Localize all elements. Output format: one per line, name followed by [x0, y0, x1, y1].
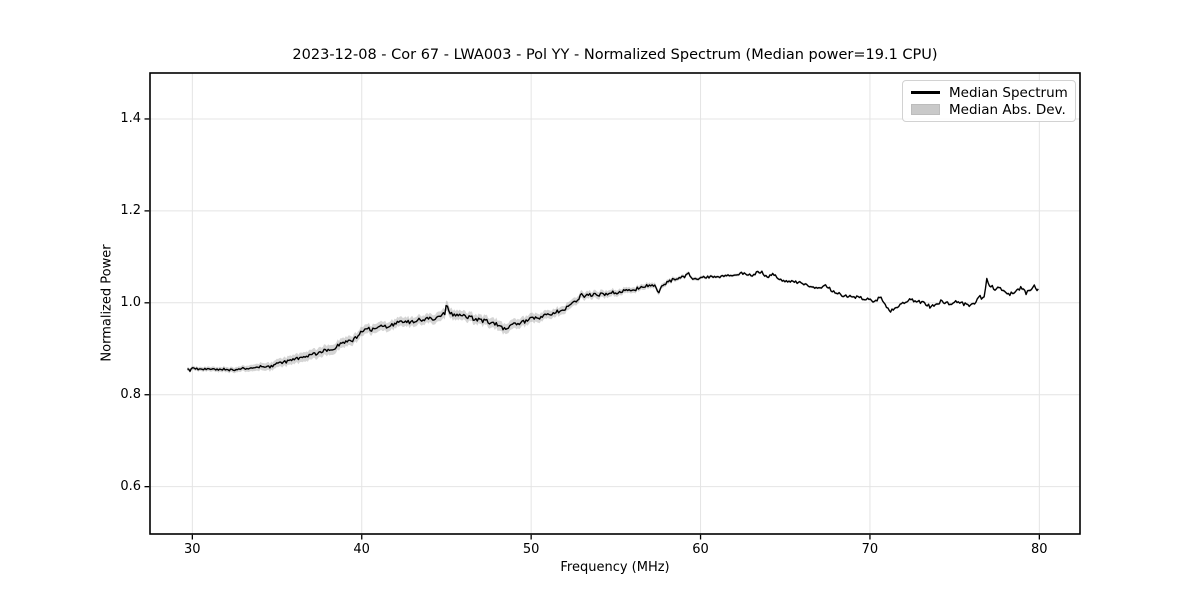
x-tick-label: 70	[861, 542, 879, 557]
y-tick-label: 1.4	[120, 111, 141, 126]
y-tick-label: 1.0	[120, 294, 141, 310]
y-tick-label: 0.8	[120, 386, 141, 402]
y-tick-label: 0.6	[120, 478, 141, 494]
x-tick-label: 50	[522, 542, 540, 557]
x-tick-label: 30	[184, 542, 201, 557]
y-tick-label: 1.2	[120, 202, 141, 218]
median-spectrum-line-swatch	[911, 91, 940, 94]
x-tick-label: 80	[1031, 542, 1048, 557]
median-abs-dev-patch-swatch	[911, 104, 940, 115]
chart-title: 2023-12-08 - Cor 67 - LWA003 - Pol YY - …	[292, 47, 938, 63]
legend-box: Median Spectrum Median Abs. Dev.	[902, 80, 1076, 122]
legend-label: Median Spectrum	[949, 84, 1068, 101]
x-tick-label: 40	[353, 542, 370, 557]
legend-entry-median-spectrum: Median Spectrum	[911, 84, 1068, 101]
x-tick-label: 60	[692, 542, 709, 557]
legend-label: Median Abs. Dev.	[949, 101, 1066, 118]
axes-spines	[149, 72, 1081, 535]
legend-entry-median-abs-dev: Median Abs. Dev.	[911, 101, 1067, 118]
median-spectrum-line	[187, 270, 1039, 372]
median-abs-dev-band	[187, 269, 1039, 374]
x-axis-label: Frequency (MHz)	[560, 560, 670, 575]
